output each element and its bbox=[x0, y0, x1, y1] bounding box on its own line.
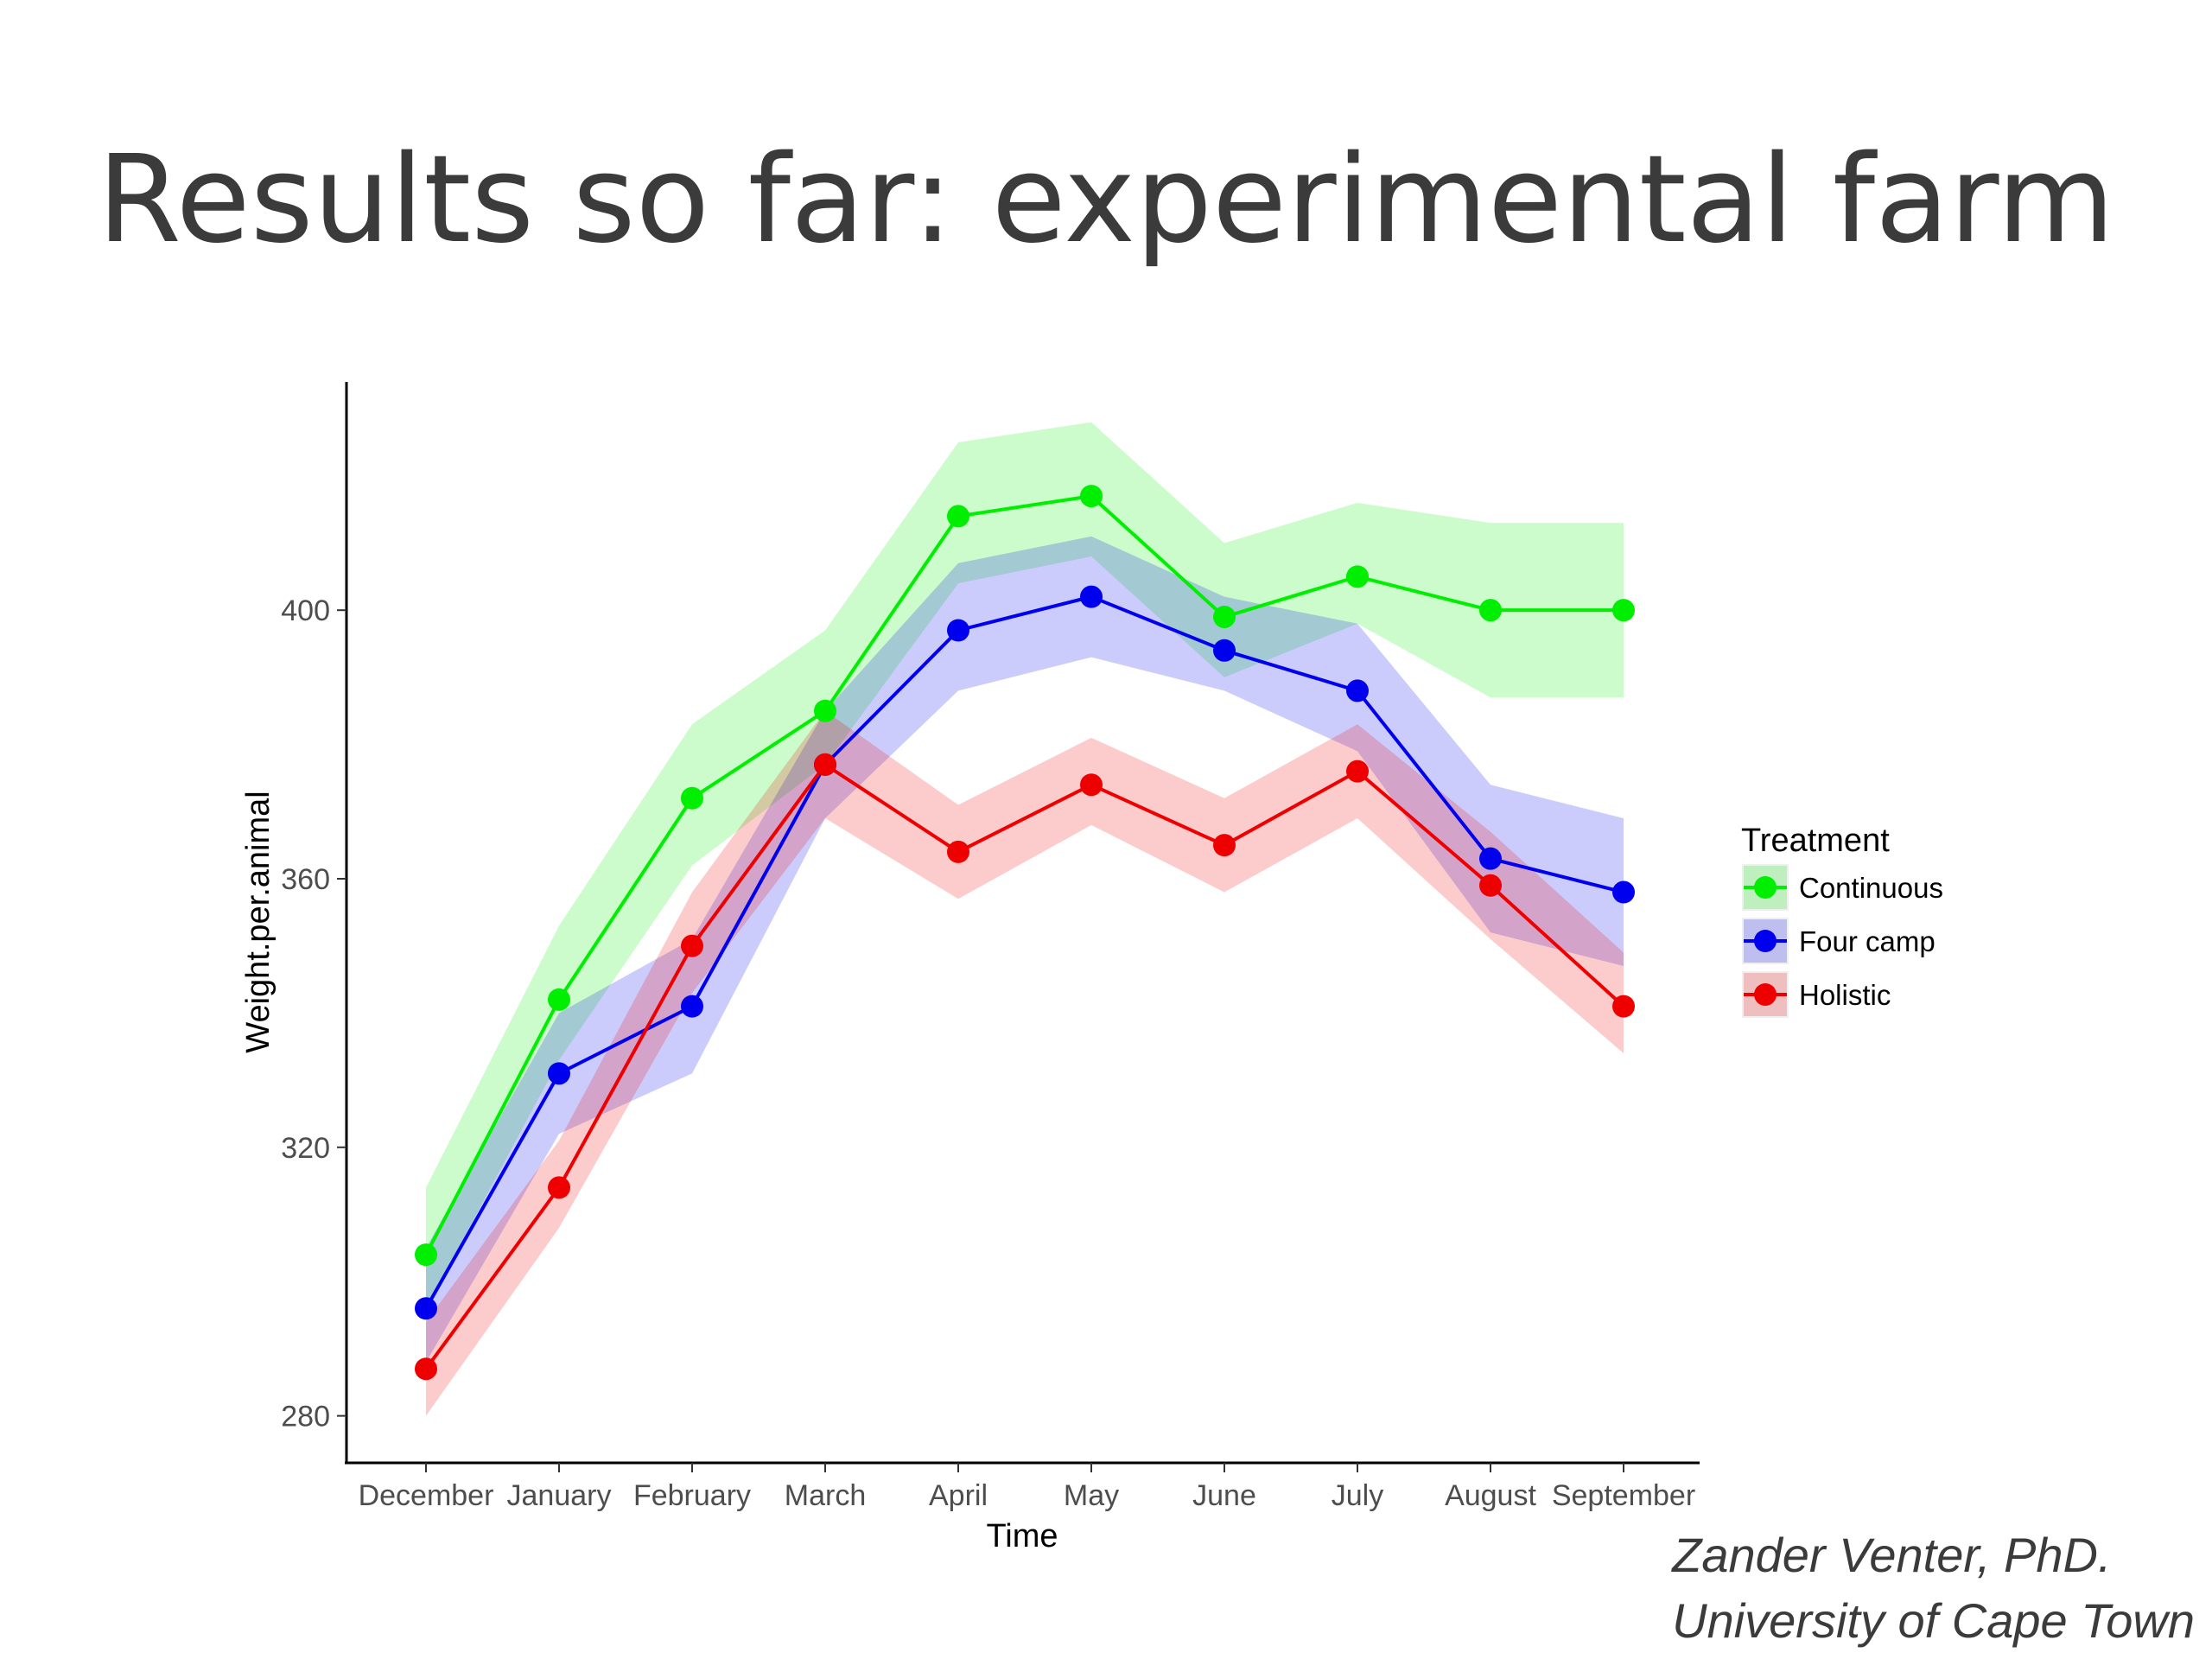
chart-legend: Treatment Continuous Four camp Holistic bbox=[1741, 823, 1943, 1018]
legend-label-four-camp: Four camp bbox=[1799, 925, 1936, 957]
continuous-point bbox=[1080, 485, 1103, 508]
four-camp-point bbox=[1213, 639, 1236, 662]
x-tick-label: May bbox=[1064, 1479, 1119, 1512]
legend-item-four-camp: Four camp bbox=[1742, 918, 1936, 964]
continuous-point bbox=[415, 1243, 437, 1267]
holistic-point bbox=[1213, 834, 1236, 857]
chart-axes bbox=[345, 382, 1700, 1465]
x-tick-label: March bbox=[785, 1479, 866, 1512]
legend-item-continuous: Continuous bbox=[1742, 864, 1943, 911]
holistic-ribbon bbox=[426, 710, 1624, 1416]
attribution-name: Zander Venter, PhD. bbox=[1672, 1528, 2112, 1582]
holistic-point bbox=[681, 934, 703, 957]
four-camp-line bbox=[424, 594, 1624, 1310]
continuous-ribbon bbox=[426, 422, 1624, 1309]
x-tick-label: June bbox=[1192, 1479, 1256, 1512]
x-tick-label: January bbox=[507, 1479, 612, 1512]
legend-key-point bbox=[1754, 876, 1777, 899]
legend-item-holistic: Holistic bbox=[1742, 971, 1891, 1018]
x-tick-label: September bbox=[1552, 1479, 1695, 1512]
four-camp-point bbox=[415, 1297, 437, 1320]
series-points bbox=[415, 485, 1635, 1381]
continuous-point bbox=[947, 505, 969, 528]
holistic-point bbox=[548, 1176, 570, 1199]
x-tick-label: December bbox=[359, 1479, 494, 1512]
x-tick-label: August bbox=[1445, 1479, 1536, 1512]
y-tick-label: 400 bbox=[281, 594, 330, 627]
continuous-line bbox=[424, 493, 1624, 1256]
four-camp-point bbox=[1612, 880, 1635, 904]
y-tick-label: 280 bbox=[281, 1401, 330, 1433]
continuous-point bbox=[1213, 605, 1236, 628]
legend-label-continuous: Continuous bbox=[1799, 872, 1943, 904]
x-axis-title: Time bbox=[986, 1518, 1058, 1554]
legend-key-point bbox=[1754, 983, 1777, 1006]
x-tick-label: February bbox=[633, 1479, 751, 1512]
continuous-point bbox=[814, 699, 836, 722]
four-camp-point bbox=[947, 619, 969, 642]
attribution-affiliation: University of Cape Town bbox=[1672, 1593, 2195, 1648]
four-camp-point bbox=[548, 1062, 570, 1085]
four-camp-point bbox=[1346, 679, 1369, 702]
holistic-point bbox=[1479, 874, 1502, 897]
continuous-point bbox=[1479, 599, 1502, 622]
four-camp-point bbox=[681, 995, 703, 1018]
y-tick-label: 320 bbox=[281, 1132, 330, 1165]
four-camp-point bbox=[1080, 585, 1103, 608]
x-axis-ticks: December January February March April May June… bbox=[359, 1463, 1695, 1512]
legend-label-holistic: Holistic bbox=[1799, 979, 1891, 1011]
slide-title: Results so far: experimental farm bbox=[97, 130, 2115, 270]
y-axis-title: Weight.per.animal bbox=[240, 791, 276, 1052]
holistic-line bbox=[424, 762, 1625, 1370]
holistic-point bbox=[814, 753, 836, 776]
y-tick-label: 360 bbox=[281, 863, 330, 896]
continuous-point bbox=[1346, 565, 1369, 588]
y-axis-ticks: 280 320 360 400 bbox=[281, 594, 346, 1433]
attribution: Zander Venter, PhD. University of Cape T… bbox=[1672, 1522, 2195, 1654]
continuous-point bbox=[681, 786, 703, 810]
x-tick-label: April bbox=[929, 1479, 988, 1512]
continuous-point bbox=[1612, 599, 1635, 622]
legend-key-point bbox=[1754, 930, 1777, 952]
confidence-ribbons bbox=[426, 422, 1624, 1416]
legend-title: Treatment bbox=[1741, 823, 1890, 859]
series-lines bbox=[424, 493, 1625, 1370]
holistic-point bbox=[1080, 773, 1103, 797]
continuous-point bbox=[548, 988, 570, 1011]
holistic-point bbox=[947, 840, 969, 863]
x-tick-label: July bbox=[1332, 1479, 1383, 1512]
holistic-point bbox=[415, 1357, 437, 1381]
holistic-point bbox=[1612, 995, 1635, 1018]
four-camp-point bbox=[1479, 847, 1502, 870]
holistic-point bbox=[1346, 760, 1369, 783]
